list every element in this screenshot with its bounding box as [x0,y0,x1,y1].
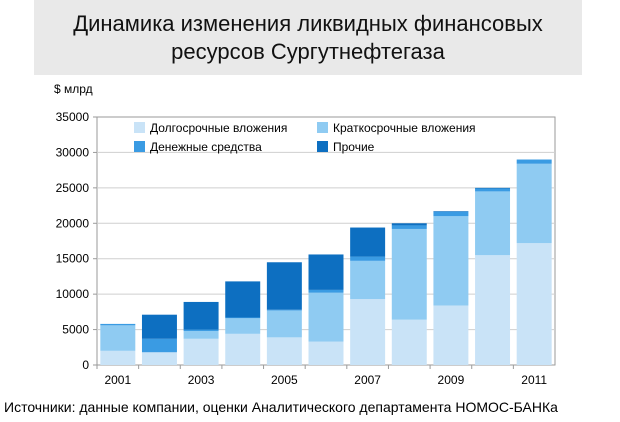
chart-title: Динамика изменения ликвидных финансовых … [34,10,582,66]
bar-segment-4 [308,254,344,290]
bar-segment-3 [183,329,219,331]
y-tick-label: 20000 [56,216,90,230]
chart-title-line-1: Динамика изменения ликвидных финансовых [73,11,543,36]
bar-segment-3 [141,338,177,353]
y-tick-label: 5000 [62,323,89,337]
legend-swatch [134,141,145,152]
bar-segment-1 [141,352,177,365]
bar-segment-3 [433,211,469,217]
legend-label: Прочие [333,140,375,154]
bar-segment-1 [308,341,344,365]
bar-segment-4 [391,223,427,226]
bar-segment-4 [266,262,302,310]
x-tick-label: 2003 [188,373,215,387]
bar-segment-4 [475,187,511,189]
legend-label: Денежные средства [150,140,262,154]
bar-segment-1 [183,338,219,365]
bar-segment-1 [516,243,552,365]
stacked-bar-chart: 0 5000 10000 15000 20000 25000 30000 35000 2001 2… [56,110,556,387]
bar-segment-2 [475,191,511,256]
bar-segment-3 [225,317,261,319]
legend-swatch [134,122,145,133]
bar-segment-2 [350,260,386,300]
x-tick-label: 2007 [354,373,381,387]
legend-label: Долгосрочные вложения [150,121,287,135]
bar-segment-2 [266,310,302,338]
y-tick-label: 35000 [56,110,90,124]
bar-segment-3 [100,323,136,326]
x-tick-label: 2009 [438,373,465,387]
y-axis-unit-label: $ млрд [54,82,93,96]
legend-swatch [317,141,328,152]
legend-swatch [317,122,328,133]
bar-segment-1 [350,299,386,365]
bar-segment-2 [433,216,469,306]
y-tick-label: 0 [82,358,89,372]
title-band [34,0,582,75]
x-tick-label: 2005 [271,373,298,387]
bar-segment-1 [100,350,136,365]
bar-segment-3 [391,225,427,229]
y-tick-label: 25000 [56,181,90,195]
chart-title-line-2: ресурсов Сургутнефтегаза [171,39,445,64]
y-tick-label: 10000 [56,287,90,301]
bar-segment-1 [225,333,261,365]
bar-segment-3 [350,256,386,261]
bar-segment-1 [391,319,427,365]
bar-segment-4 [225,281,261,318]
bar-segment-1 [266,337,302,365]
bar-segment-3 [308,289,344,293]
bar-segment-4 [350,227,386,257]
y-tick-label: 15000 [56,252,90,266]
bar-segment-1 [433,305,469,365]
x-tick-label: 2001 [104,373,131,387]
bar-segment-2 [100,325,136,351]
legend-label: Краткосрочные вложения [333,121,476,135]
bar-segment-2 [391,228,427,320]
bar-segment-2 [308,292,344,342]
bar-segment-4 [183,301,219,330]
bar-segment-1 [475,255,511,365]
x-tick-label: 2011 [521,373,547,387]
bar-segment-4 [141,314,177,339]
bar-segment-2 [225,318,261,334]
bar-segment-3 [266,309,302,311]
bar-segment-2 [183,330,219,339]
y-tick-label: 30000 [56,145,90,159]
bar-segment-2 [516,163,552,244]
bar-segment-4 [433,211,469,212]
bar-segment-3 [516,159,552,164]
bar-segment-3 [475,188,511,192]
source-note: Источники: данные компании, оценки Анали… [4,399,558,415]
